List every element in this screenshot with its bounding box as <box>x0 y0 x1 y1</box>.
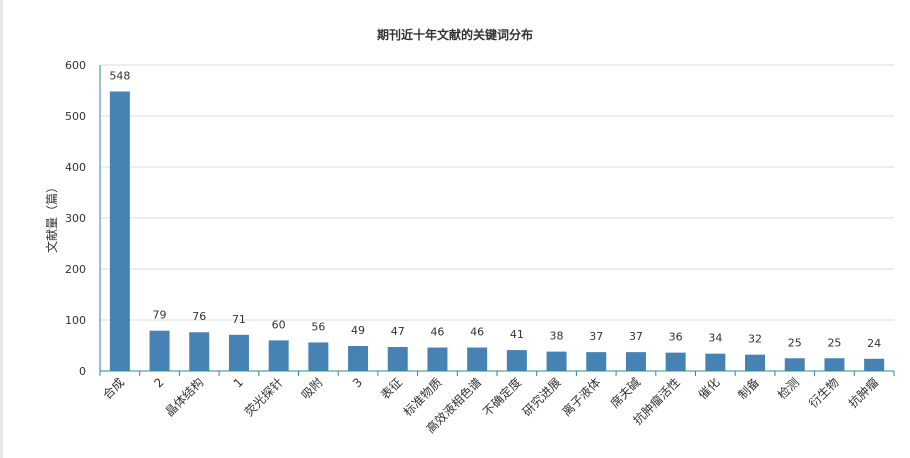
x-tick-label: 合成 <box>99 375 127 403</box>
bar <box>824 358 845 371</box>
bar <box>864 358 885 371</box>
bar <box>506 350 527 371</box>
x-tick-label: 1 <box>231 375 246 390</box>
data-label: 24 <box>867 337 881 350</box>
data-label: 37 <box>589 330 603 343</box>
bar <box>745 354 766 371</box>
data-label: 41 <box>510 328 524 341</box>
left-border-strip <box>0 0 3 458</box>
data-label: 71 <box>232 313 246 326</box>
y-tick-label: 600 <box>65 59 86 72</box>
data-label: 56 <box>311 320 325 333</box>
data-label: 34 <box>708 332 722 345</box>
data-label: 79 <box>153 309 167 322</box>
y-tick-label: 500 <box>65 110 86 123</box>
data-label: 548 <box>109 70 130 83</box>
data-label: 25 <box>827 336 841 349</box>
x-tick-label: 抗肿瘤 <box>845 375 881 411</box>
data-label: 32 <box>748 333 762 346</box>
bar <box>625 352 646 371</box>
x-tick-label: 检测 <box>774 375 802 403</box>
data-label: 60 <box>272 318 286 331</box>
y-tick-label: 300 <box>65 212 86 225</box>
bar <box>387 347 408 371</box>
y-tick-label: 100 <box>65 314 86 327</box>
x-tick-label: 制备 <box>735 375 762 402</box>
x-tick-label: 2 <box>151 375 166 390</box>
y-tick-label: 400 <box>65 161 86 174</box>
bar <box>189 332 210 371</box>
chart-title: 期刊近十年文献的关键词分布 <box>376 28 533 42</box>
y-tick-label: 0 <box>79 365 86 378</box>
data-label: 47 <box>391 325 405 338</box>
bar <box>348 346 369 371</box>
gridlines <box>100 64 894 321</box>
x-tick-label: 席夫碱 <box>607 375 643 411</box>
data-label: 37 <box>629 330 643 343</box>
bar <box>784 358 805 371</box>
bars <box>109 91 885 372</box>
y-axis-label: 文献量（篇） <box>44 181 59 253</box>
data-label: 36 <box>669 331 683 344</box>
bar <box>467 347 488 371</box>
x-tick-label: 不确定度 <box>479 375 524 420</box>
bar <box>109 91 130 372</box>
data-label: 76 <box>192 310 206 323</box>
x-tick-label: 晶体结构 <box>162 375 207 420</box>
x-tick-label: 吸附 <box>299 375 326 402</box>
bar <box>427 347 448 371</box>
x-tick-label: 表征 <box>378 375 405 402</box>
bar <box>546 351 567 371</box>
data-label: 38 <box>550 330 564 343</box>
bar <box>149 330 170 371</box>
bar <box>308 342 329 371</box>
data-label: 49 <box>351 324 365 337</box>
data-label: 46 <box>430 326 444 339</box>
bar <box>705 353 726 371</box>
bar <box>228 334 249 371</box>
x-tick-label: 3 <box>350 375 365 390</box>
x-tick-label: 催化 <box>696 375 723 402</box>
y-tick-label: 200 <box>65 263 86 276</box>
x-tick-label: 离子液体 <box>559 375 604 420</box>
x-tick-label: 荧光探针 <box>241 375 286 420</box>
bar <box>268 340 289 371</box>
data-label: 25 <box>788 336 802 349</box>
x-tick-label: 研究进展 <box>519 375 564 420</box>
data-label: 46 <box>470 326 484 339</box>
x-tick-label: 衍生物 <box>806 375 841 410</box>
bar <box>665 352 686 371</box>
bar <box>586 352 607 371</box>
value-labels: 548 79 76 71 60 56 49 47 46 46 41 38 37 37 36 34 32 25 25 2… <box>109 70 881 350</box>
